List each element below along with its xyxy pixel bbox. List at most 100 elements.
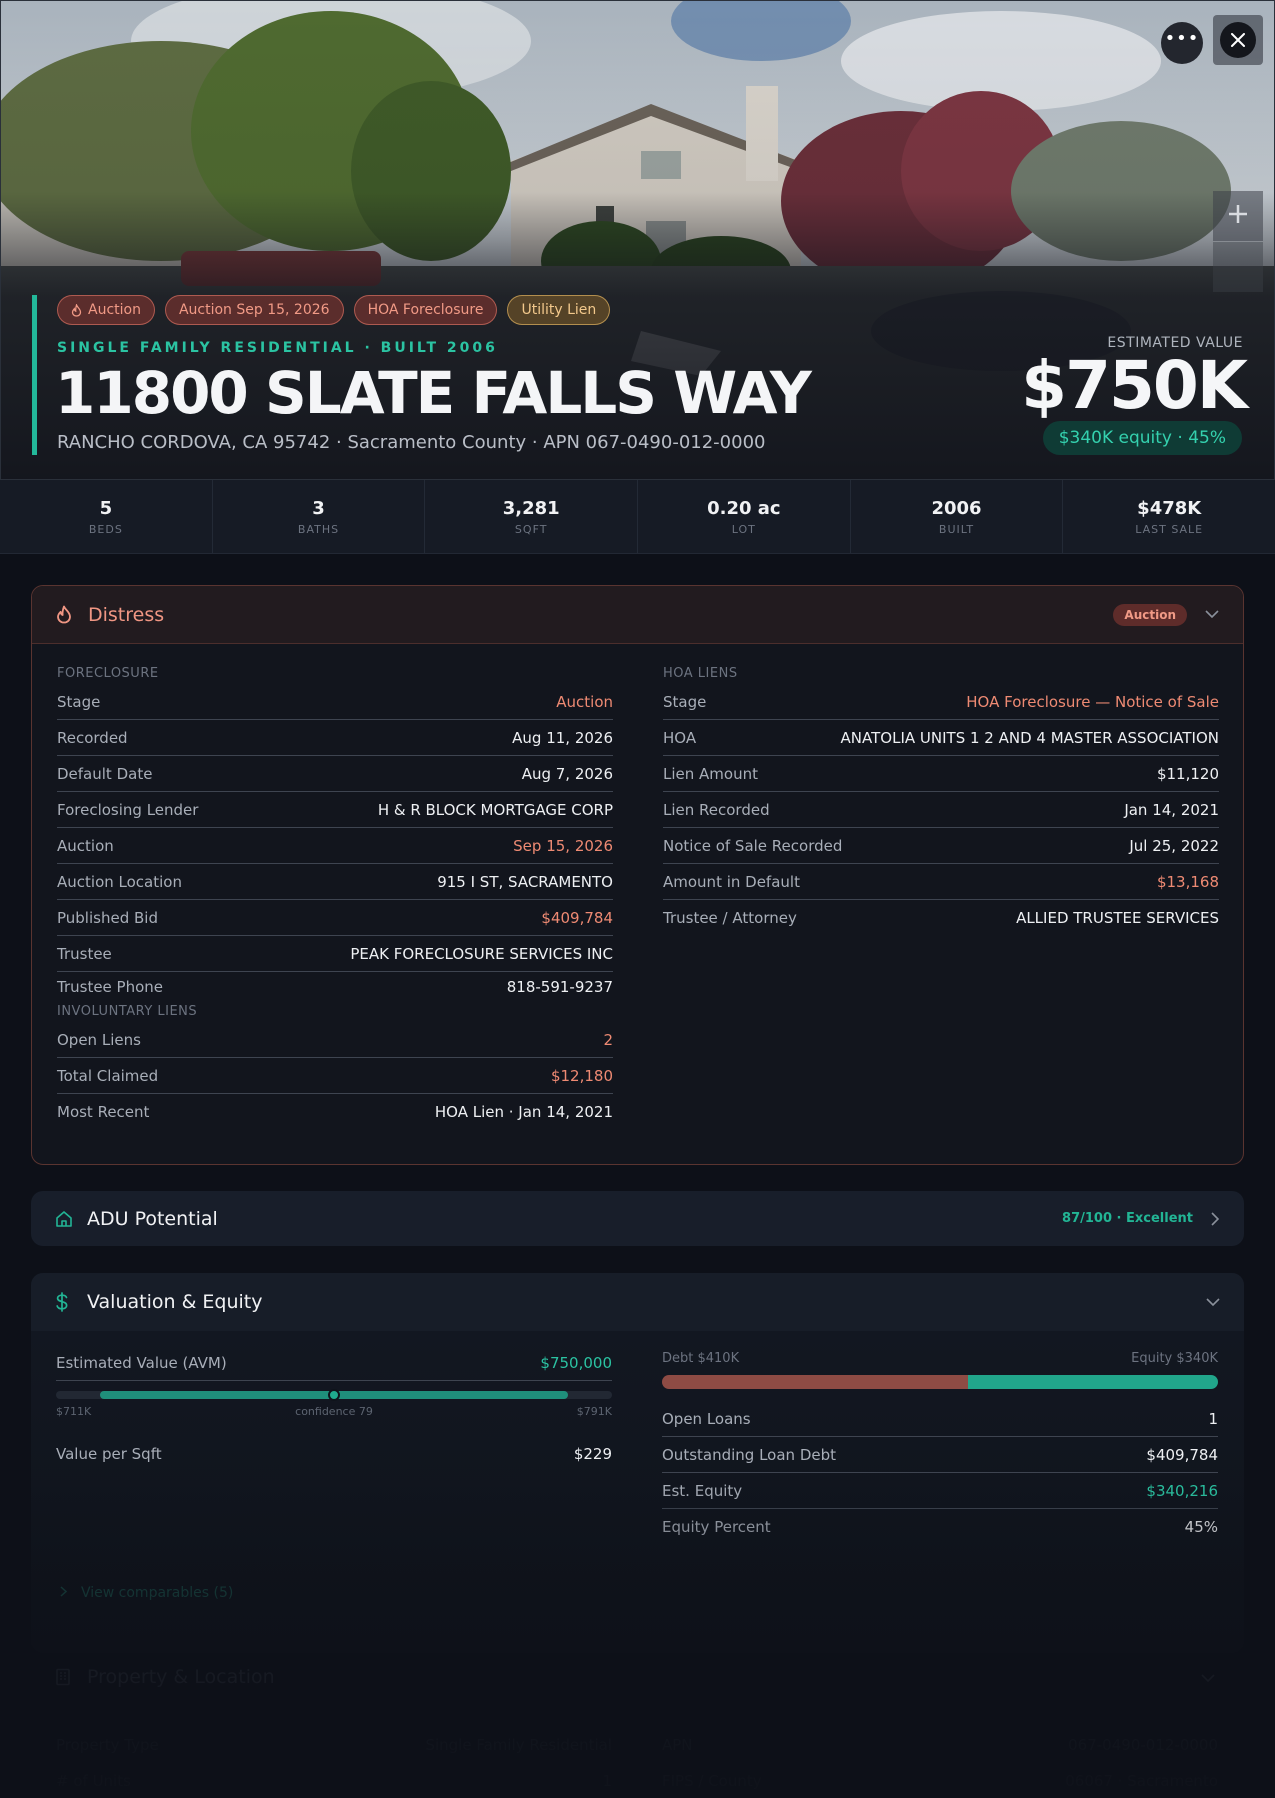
detail-row: # of Units 1 <box>56 1772 612 1790</box>
row-key: Lien Amount <box>663 764 758 783</box>
detail-row: Value per Sqft $229 <box>56 1436 612 1472</box>
stat-lot: 0.20 ac LOT <box>638 480 851 553</box>
chevron-right-icon[interactable] <box>1211 1211 1220 1226</box>
detail-row: APN 067-0490-012-0000 <box>662 1736 1218 1754</box>
stats-bar: 5 BEDS 3 BATHS 3,281 SQFT 0.20 ac LOT 20… <box>0 480 1275 554</box>
detail-row: Recorded Aug 11, 2026 <box>57 720 613 756</box>
dollar-icon <box>55 1292 75 1312</box>
distress-header[interactable]: Distress Auction <box>32 586 1243 644</box>
row-key: Auction Location <box>57 872 182 891</box>
stat-baths: 3 BATHS <box>213 480 426 553</box>
row-key: Notice of Sale Recorded <box>663 836 843 855</box>
stat-built: 2006 BUILT <box>851 480 1064 553</box>
row-value: H & R BLOCK MORTGAGE CORP <box>377 800 613 819</box>
status-chips: Auction Auction Sep 15, 2026 HOA Foreclo… <box>57 295 611 325</box>
row-value: HOA Foreclosure — Notice of Sale <box>966 692 1219 711</box>
stat-label: LOT <box>731 522 756 536</box>
row-key: Lien Recorded <box>663 800 770 819</box>
comparables-label: View comparables (5) <box>81 1585 234 1601</box>
property-subtitle: SINGLE FAMILY RESIDENTIAL · BUILT 2006 <box>57 340 498 356</box>
detail-row: Stage HOA Foreclosure — Notice of Sale <box>663 684 1219 720</box>
row-value: HOA Lien · Jan 14, 2021 <box>434 1103 613 1121</box>
section-label: FORECLOSURE <box>57 666 159 681</box>
chevron-down-icon[interactable] <box>1201 1666 1215 1688</box>
row-key: Total Claimed <box>57 1066 159 1085</box>
row-value: PEAK FORECLOSURE SERVICES INC <box>350 944 613 963</box>
zoom-in-button[interactable] <box>1213 191 1263 241</box>
close-button[interactable] <box>1213 15 1263 65</box>
row-value: Aug 11, 2026 <box>512 728 613 747</box>
stat-sqft: 3,281 SQFT <box>425 480 639 553</box>
stat-last-sale: $478K LAST SALE <box>1063 480 1275 553</box>
row-key: Most Recent <box>57 1103 150 1121</box>
view-comparables-link[interactable]: View comparables (5) <box>60 1585 233 1601</box>
detail-row: Estimated Value (AVM) $750,000 <box>56 1345 612 1381</box>
equity-pill: $340K equity · 45% <box>1042 421 1242 455</box>
row-key: # of Units <box>56 1772 131 1790</box>
ellipsis-icon: ••• <box>1164 28 1200 49</box>
row-value: Auction <box>556 692 613 711</box>
chip-utility-lien[interactable]: Utility Lien <box>507 295 611 325</box>
detail-row: Auction Location 915 I ST, SACRAMENTO <box>57 864 613 900</box>
equity-section: Debt $410K Equity $340K Open Loans 1 Outs… <box>662 1351 1218 1545</box>
row-key: FIPS / County <box>662 1772 762 1790</box>
row-key: HOA <box>663 728 697 747</box>
detail-row: Trustee Phone 818-591-9237 <box>57 972 613 1002</box>
row-value: $12,180 <box>550 1066 613 1085</box>
equity-segment <box>967 1375 1218 1389</box>
accent-bar <box>32 295 37 455</box>
row-value: 1 <box>1208 1409 1218 1428</box>
row-key: Amount in Default <box>663 872 800 891</box>
estimated-value: $750K <box>1021 347 1248 424</box>
chevron-right-icon <box>60 1585 68 1601</box>
row-key: Trustee <box>57 944 112 963</box>
row-value: Jan 14, 2021 <box>1124 800 1219 819</box>
row-key: Open Liens <box>57 1030 141 1049</box>
row-value: ALLIED TRUSTEE SERVICES <box>1016 909 1219 927</box>
equity-label: Equity $340K <box>1131 1351 1218 1366</box>
detail-row: Foreclosing Lender H & R BLOCK MORTGAGE C… <box>57 792 613 828</box>
chevron-down-icon[interactable] <box>1205 610 1219 619</box>
stat-label: BEDS <box>88 522 123 536</box>
stat-value: 0.20 ac <box>707 497 781 519</box>
detail-row: Open Loans 1 <box>662 1401 1218 1437</box>
more-options-button[interactable]: ••• <box>1161 22 1203 64</box>
plus-icon <box>1227 203 1249 229</box>
avm-section: Estimated Value (AVM) $750,000 $711K conf… <box>56 1345 612 1472</box>
detail-row: Notice of Sale Recorded Jul 25, 2022 <box>663 828 1219 864</box>
chip-auction[interactable]: Auction <box>57 295 155 325</box>
avm-range-track <box>56 1389 612 1401</box>
flame-icon <box>56 605 76 624</box>
stat-label: SQFT <box>514 522 548 536</box>
foreclosure-section: FORECLOSURE Stage Auction Recorded Aug 11,… <box>57 666 613 1130</box>
debt-label: Debt $410K <box>662 1351 740 1366</box>
distress-title: Distress <box>88 603 165 626</box>
stat-beds: 5 BEDS <box>0 480 213 553</box>
row-key: Default Date <box>57 764 153 783</box>
row-value: 1 <box>602 1772 612 1790</box>
row-key: Stage <box>57 692 101 711</box>
row-value: $409,784 <box>541 908 613 927</box>
chevron-down-icon[interactable] <box>1206 1297 1220 1307</box>
stat-value: 3,281 <box>502 497 560 519</box>
hero-header: ••• Auction Auction Sep 15, 2026 HOA For… <box>0 0 1275 480</box>
zoom-out-button[interactable] <box>1213 242 1263 292</box>
valuation-header[interactable]: Valuation & Equity <box>31 1273 1244 1331</box>
detail-row: Property Type Single Family Residential <box>56 1736 612 1754</box>
chip-auction-date[interactable]: Auction Sep 15, 2026 <box>164 295 344 325</box>
detail-row: Total Claimed $12,180 <box>57 1058 613 1094</box>
adu-potential-card[interactable]: ADU Potential 87/100 · Excellent <box>31 1191 1244 1246</box>
row-value: 06067 · Sacramento <box>1065 1772 1218 1790</box>
row-value: 067-0490-012-0000 <box>1068 1736 1218 1754</box>
detail-row: Open Liens 2 <box>57 1022 613 1058</box>
property-location-header[interactable]: Property & Location <box>55 1666 1215 1688</box>
row-key: Recorded <box>57 728 128 747</box>
debt-equity-labels: Debt $410K Equity $340K <box>662 1351 1218 1366</box>
detail-row: Lien Amount $11,120 <box>663 756 1219 792</box>
avm-marker <box>328 1389 340 1401</box>
chip-hoa-foreclosure[interactable]: HOA Foreclosure <box>353 295 498 325</box>
row-key: Property Type <box>56 1736 159 1754</box>
stat-value: 5 <box>99 497 113 519</box>
detail-row: Published Bid $409,784 <box>57 900 613 936</box>
valuation-title: Valuation & Equity <box>87 1291 263 1313</box>
